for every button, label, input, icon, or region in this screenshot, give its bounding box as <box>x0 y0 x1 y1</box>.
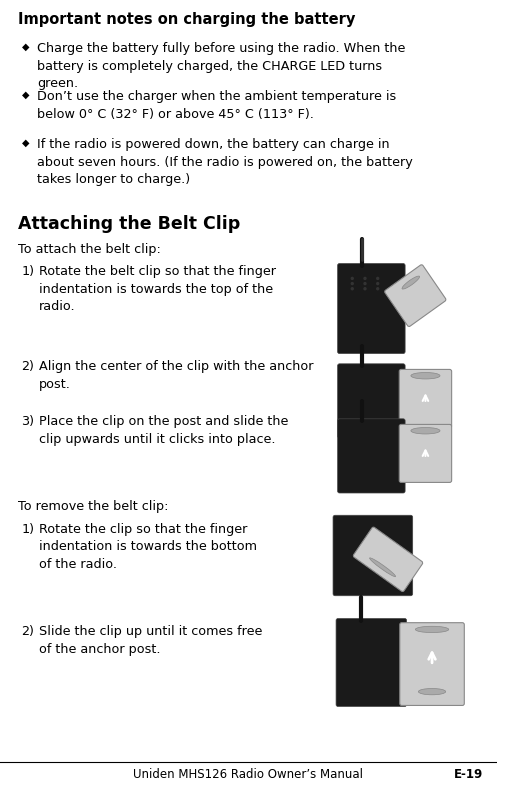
Text: If the radio is powered down, the battery can charge in
about seven hours. (If t: If the radio is powered down, the batter… <box>37 138 413 186</box>
FancyBboxPatch shape <box>333 515 412 595</box>
FancyBboxPatch shape <box>338 263 405 354</box>
FancyBboxPatch shape <box>336 619 406 707</box>
FancyBboxPatch shape <box>385 265 446 327</box>
Text: ◆: ◆ <box>21 138 29 148</box>
Text: 3): 3) <box>21 415 35 428</box>
Ellipse shape <box>402 276 420 289</box>
FancyBboxPatch shape <box>399 425 452 483</box>
Circle shape <box>352 288 353 289</box>
Text: ◆: ◆ <box>21 42 29 52</box>
FancyBboxPatch shape <box>338 364 405 438</box>
Circle shape <box>364 277 366 279</box>
Text: Rotate the clip so that the finger
indentation is towards the bottom
of the radi: Rotate the clip so that the finger inden… <box>39 523 257 571</box>
Ellipse shape <box>411 428 440 434</box>
Text: 1): 1) <box>21 265 35 278</box>
Ellipse shape <box>411 373 440 379</box>
Circle shape <box>377 282 378 285</box>
Circle shape <box>364 288 366 289</box>
Text: Uniden MHS126 Radio Owner’s Manual: Uniden MHS126 Radio Owner’s Manual <box>133 768 363 781</box>
Text: To remove the belt clip:: To remove the belt clip: <box>18 500 168 513</box>
Circle shape <box>377 288 378 289</box>
Circle shape <box>352 277 353 279</box>
Text: Don’t use the charger when the ambient temperature is
below 0° C (32° F) or abov: Don’t use the charger when the ambient t… <box>37 90 396 121</box>
Text: Slide the clip up until it comes free
of the anchor post.: Slide the clip up until it comes free of… <box>39 625 263 656</box>
Text: To attach the belt clip:: To attach the belt clip: <box>18 243 161 256</box>
FancyBboxPatch shape <box>354 527 423 591</box>
Text: ◆: ◆ <box>21 90 29 100</box>
Ellipse shape <box>419 688 446 695</box>
Circle shape <box>352 282 353 285</box>
Text: Rotate the belt clip so that the finger
indentation is towards the top of the
ra: Rotate the belt clip so that the finger … <box>39 265 276 313</box>
Ellipse shape <box>416 626 449 633</box>
Text: Important notes on charging the battery: Important notes on charging the battery <box>18 12 355 27</box>
Text: 1): 1) <box>21 523 35 536</box>
FancyBboxPatch shape <box>399 370 452 428</box>
FancyBboxPatch shape <box>338 419 405 493</box>
Text: Align the center of the clip with the anchor
post.: Align the center of the clip with the an… <box>39 360 313 390</box>
Text: Charge the battery fully before using the radio. When the
battery is completely : Charge the battery fully before using th… <box>37 42 405 90</box>
Ellipse shape <box>369 558 396 576</box>
Text: Place the clip on the post and slide the
clip upwards until it clicks into place: Place the clip on the post and slide the… <box>39 415 289 445</box>
Text: Attaching the Belt Clip: Attaching the Belt Clip <box>18 215 240 233</box>
Text: 2): 2) <box>21 360 35 373</box>
Text: E-19: E-19 <box>454 768 483 781</box>
Text: 2): 2) <box>21 625 35 638</box>
FancyBboxPatch shape <box>400 622 464 705</box>
Circle shape <box>364 282 366 285</box>
Circle shape <box>377 277 378 279</box>
